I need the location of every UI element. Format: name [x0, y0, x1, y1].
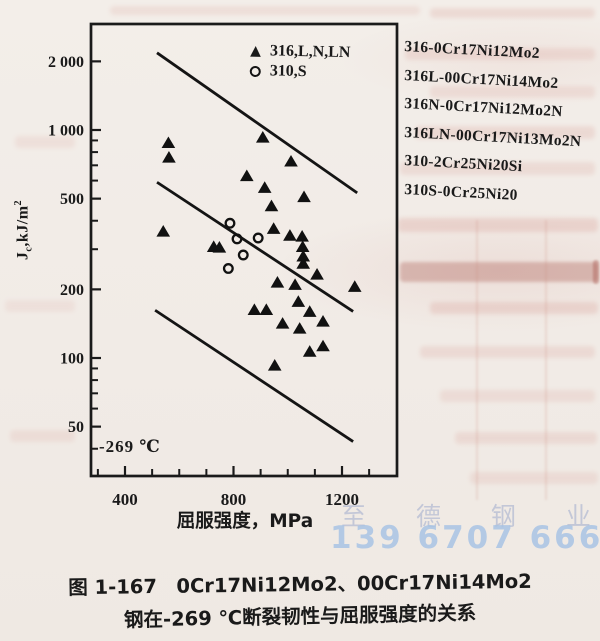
- y-axis-label: Jc,kJ/m2: [13, 155, 35, 305]
- y-axis-label-sup: 2: [13, 199, 24, 206]
- data-point-circle: [222, 263, 234, 274]
- data-point-triangle: [297, 190, 311, 203]
- data-point-circle: [231, 233, 243, 245]
- data-point-triangle: [302, 345, 317, 357]
- data-point-triangle: [161, 136, 176, 149]
- upper-bound-line: [156, 51, 358, 195]
- y-tick-label: 1 000: [48, 123, 84, 140]
- triangle-marker-icon: ▲: [250, 42, 262, 60]
- y-tick-label: 500: [60, 191, 84, 208]
- data-point-triangle: [284, 154, 298, 167]
- data-point-circle: [224, 217, 236, 229]
- data-point-triangle: [295, 230, 309, 242]
- x-axis-label: 屈服强度，MPa: [176, 511, 314, 532]
- y-tick-label: 50: [68, 419, 84, 436]
- lower-bound-line: [154, 309, 354, 443]
- data-point-triangle: [295, 240, 310, 253]
- legend-item-316: ▲ 316,L,N,LN: [250, 42, 351, 62]
- data-point-triangle: [316, 339, 330, 352]
- data-point-triangle: [239, 169, 254, 182]
- watermark-phone: 139 6707 6667: [330, 520, 600, 556]
- y-axis-label-rest: ,kJ/m: [14, 205, 32, 247]
- data-point-triangle: [266, 222, 281, 234]
- data-point-triangle: [347, 280, 362, 292]
- middle-trend-line: [156, 181, 354, 313]
- temperature-annotation: -269 ℃: [99, 437, 161, 456]
- data-point-triangle: [288, 278, 302, 290]
- data-point-triangle: [259, 303, 274, 316]
- data-point-circle: [237, 249, 249, 261]
- data-point-triangle: [296, 257, 311, 269]
- data-point-triangle: [257, 181, 272, 193]
- data-point-triangle: [302, 305, 317, 317]
- data-point-triangle: [292, 322, 307, 334]
- data-point-triangle: [316, 315, 330, 327]
- data-point-triangle: [275, 317, 290, 329]
- data-point-triangle: [212, 241, 227, 253]
- circle-marker-icon: [249, 65, 261, 77]
- data-point-triangle: [247, 303, 262, 316]
- y-axis-label-sub: c: [23, 246, 35, 252]
- data-point-triangle: [270, 276, 285, 288]
- data-point-triangle: [267, 358, 282, 371]
- data-point-triangle: [283, 229, 297, 241]
- plot-legend: ▲ 316,L,N,LN 310,S: [249, 42, 351, 82]
- y-tick-label: 2 000: [48, 54, 84, 71]
- data-point-triangle: [255, 130, 270, 143]
- y-tick-label: 100: [60, 351, 84, 368]
- data-point-circle: [252, 232, 264, 244]
- bleed-gridline: [476, 220, 478, 500]
- bleed-gridline: [545, 220, 547, 500]
- x-tick-label: 400: [112, 490, 138, 509]
- steel-grade-list: 316-0Cr17Ni12Mo2 316L-00Cr17Ni14Mo2 316N…: [404, 38, 582, 210]
- watermark-company: 至 德 钢 业: [341, 502, 600, 531]
- x-tick-label: 800: [221, 490, 247, 509]
- data-point-triangle: [156, 224, 171, 237]
- legend-item-310: 310,S: [249, 62, 351, 82]
- data-point-triangle: [310, 268, 324, 280]
- y-tick-label: 200: [60, 282, 84, 299]
- y-axis-label-base: J: [14, 251, 32, 261]
- x-tick-label: 1200: [325, 490, 359, 509]
- plot-frame: [89, 22, 399, 478]
- data-point-triangle: [264, 199, 279, 212]
- data-point-triangle: [162, 150, 176, 163]
- data-point-triangle: [296, 249, 311, 262]
- legend-label-316: 316,L,N,LN: [269, 42, 351, 62]
- legend-label-310: 310,S: [269, 62, 307, 81]
- data-point-triangle: [291, 295, 306, 307]
